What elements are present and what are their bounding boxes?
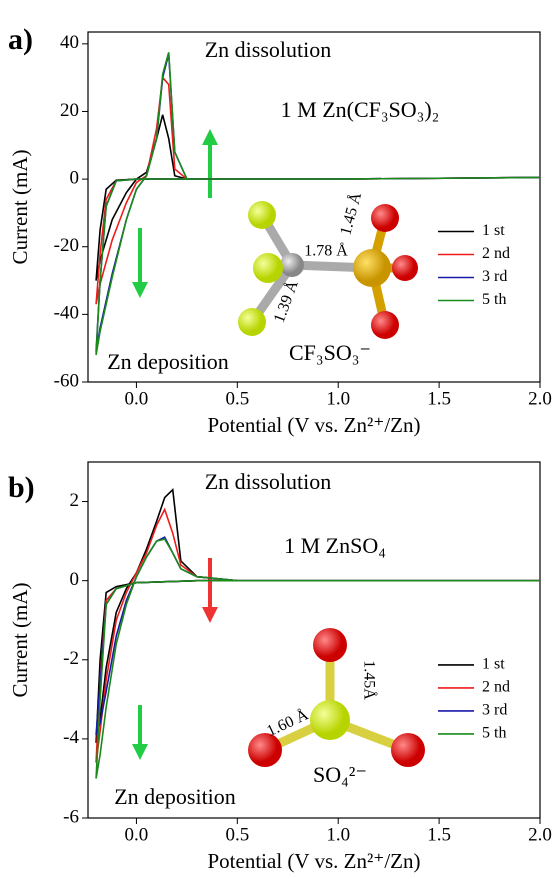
data-line [95, 52, 541, 356]
annotation: 1.45 Å [336, 190, 365, 237]
legend-label: 5 th [482, 725, 506, 742]
annotation: 1.45Å [360, 660, 378, 700]
x-tick-label: 1.0 [326, 388, 350, 409]
panel-label: a) [8, 23, 33, 56]
y-tick-label: -60 [54, 370, 79, 391]
y-tick-label: -2 [63, 648, 79, 669]
legend-label: 2 nd [482, 679, 510, 696]
legend-label: 3 rd [482, 268, 507, 285]
y-tick-label: 0 [70, 569, 80, 590]
data-line [95, 538, 540, 779]
x-axis-label: Potential (V vs. Zn²⁺/Zn) [208, 413, 421, 437]
annotation: Zn dissolution [205, 37, 332, 62]
legend-label: 1 st [482, 656, 505, 673]
y-tick-label: 20 [60, 100, 79, 121]
y-tick-label: -4 [63, 727, 79, 748]
x-tick-label: 1.5 [427, 388, 451, 409]
annotation: CF₃SO₃⁻ [289, 340, 371, 365]
y-tick-label: 0 [70, 167, 80, 188]
molecule-cf3so3 [238, 201, 418, 339]
legend-label: 1 st [482, 222, 505, 239]
annotation: SO₄²⁻ [313, 762, 367, 787]
x-tick-label: 0.5 [225, 388, 249, 409]
x-tick-label: 0.0 [125, 388, 149, 409]
legend-label: 2 nd [482, 245, 510, 262]
y-tick-label: 40 [60, 32, 79, 53]
y-tick-label: 2 [70, 490, 80, 511]
y-tick-label: -20 [54, 235, 79, 256]
x-tick-label: 0.5 [225, 824, 249, 845]
annotation: 1 M Zn(CF₃SO₃)₂ [281, 97, 440, 122]
x-tick-label: 2.0 [528, 824, 552, 845]
arrows [132, 129, 218, 760]
plot-frame [87, 31, 541, 383]
annotation: Zn dissolution [205, 469, 332, 494]
legend-label: 3 rd [482, 702, 507, 719]
y-tick-label: -6 [63, 806, 79, 827]
legend-label: 5 th [482, 291, 506, 308]
x-tick-label: 0.0 [125, 824, 149, 845]
x-tick-label: 1.5 [427, 824, 451, 845]
x-tick-label: 1.0 [326, 824, 350, 845]
annotation: Zn deposition [114, 784, 236, 809]
plot-frame [87, 461, 541, 819]
data-line [95, 487, 540, 743]
annotation: Zn deposition [107, 349, 229, 374]
y-axis-label: Current (mA) [8, 150, 32, 265]
y-axis-label: Current (mA) [8, 583, 32, 698]
annotation: 1 M ZnSO₄ [284, 533, 386, 558]
y-tick-label: -40 [54, 303, 79, 324]
x-axis-label: Potential (V vs. Zn²⁺/Zn) [208, 849, 421, 873]
panel-label: b) [8, 471, 35, 504]
annotation: 1.78 Å [304, 242, 348, 260]
molecule-so4 [248, 628, 425, 767]
x-tick-label: 2.0 [528, 388, 552, 409]
